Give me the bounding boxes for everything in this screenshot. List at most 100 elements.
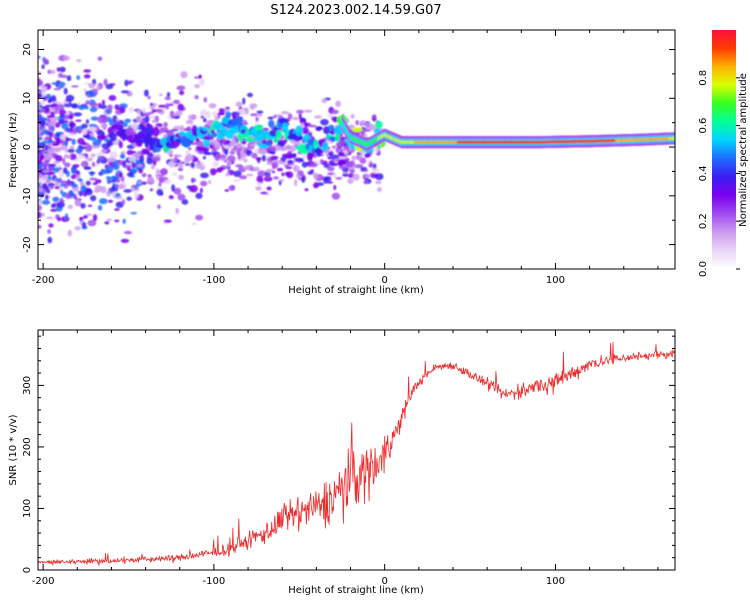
spectrogram-cell [337, 160, 345, 165]
y-tick-label: -10 [22, 188, 33, 204]
spectrogram-cell [66, 127, 71, 133]
spectrogram-cell [179, 125, 184, 132]
spectrogram-cell [46, 216, 54, 220]
spectrogram-cell [123, 230, 133, 235]
spectrogram-cell [210, 168, 217, 176]
spectrogram-cell [89, 102, 98, 108]
spectrogram-cell [151, 119, 157, 124]
spectrogram-cell [168, 195, 174, 200]
spectrogram-cell [108, 95, 117, 101]
spectrogram-cell [231, 138, 237, 145]
spectrogram-cell [38, 199, 44, 206]
spectrogram-cell [151, 109, 157, 113]
spectrogram-cell [347, 178, 354, 184]
spectrogram-cell [152, 126, 160, 137]
spectrogram-cell [146, 157, 153, 165]
spectrogram-cell [97, 102, 102, 109]
spectrogram-cell [45, 160, 50, 167]
spectrogram-cell [152, 103, 157, 107]
colorbar-tick-label: 0.4 [698, 165, 709, 181]
spectrogram-cell [333, 184, 337, 191]
y-tick-label: 0 [22, 144, 33, 150]
spectrogram-cell [74, 199, 82, 206]
spectrogram-cell [115, 201, 124, 208]
spectrogram-cell [119, 172, 123, 178]
x-tick-label: 100 [546, 576, 565, 587]
spectrogram-cell [231, 149, 238, 153]
spectrogram-cell [46, 189, 51, 194]
spectrogram-cell [141, 108, 147, 114]
spectrogram-frame [37, 29, 676, 270]
spectrogram-cell [298, 113, 302, 120]
spectrogram-cell [105, 176, 111, 180]
spectrogram-cell [372, 115, 377, 119]
spectrogram-cell [200, 109, 208, 117]
spectrogram-cell [335, 132, 340, 143]
spectrogram-cell [265, 141, 272, 146]
spectrogram-cell [163, 219, 172, 223]
spectrogram-cell [192, 178, 197, 182]
spectrogram-cell [130, 212, 137, 215]
spectrogram-cell [40, 99, 46, 106]
spectrogram-cell [57, 217, 61, 222]
spectrogram-cell [303, 109, 313, 113]
spectrogram-cell [95, 152, 105, 157]
spectrogram-cell [225, 106, 230, 110]
spectrogram-cell [239, 175, 247, 180]
spectrogram-cell [42, 140, 47, 144]
spectrogram-cell [105, 83, 114, 90]
spectrogram-cell [225, 111, 232, 119]
spectrogram-cell [255, 116, 259, 122]
snr-panel: -200 -100 0 100 0 100 200 300 Height of straigh… [8, 329, 676, 596]
spectrogram-cell [261, 154, 266, 162]
spectrogram-cell [279, 179, 284, 182]
spectrogram-cell [243, 165, 252, 169]
spectrogram-cell [50, 69, 56, 75]
spectrogram-cell [180, 71, 188, 79]
spectrogram-cell [300, 117, 306, 123]
spectrogram-cell [38, 163, 42, 168]
spectrogram-cell [54, 185, 60, 190]
spectrogram-cell [138, 168, 144, 174]
spectrogram-cell [194, 95, 199, 100]
spectrogram-cell [49, 185, 54, 190]
spectrogram-cell [287, 159, 293, 164]
spectrogram-cell [219, 158, 227, 161]
spectrogram-cell [342, 173, 349, 177]
spectrogram-cell [331, 109, 339, 115]
spectrogram-cell [178, 161, 184, 170]
spectrogram-cell [83, 87, 87, 92]
spectrogram-cell [68, 114, 74, 120]
spectrogram-cell [234, 116, 244, 125]
spectrogram-cell [173, 187, 182, 195]
spectrogram-cell [255, 157, 262, 161]
spectrogram-cell [47, 99, 52, 104]
spectrogram-cell [284, 152, 294, 159]
spectrogram-cell [158, 176, 164, 184]
spectrogram-cell [106, 139, 113, 147]
spectrogram-cell [280, 156, 287, 162]
spectrogram-cell [99, 155, 106, 161]
spectrogram-cell [43, 58, 49, 64]
spectrogram-cell [44, 117, 48, 122]
spectrogram-cell [158, 104, 167, 108]
spectrogram-cell [268, 151, 276, 154]
spectrogram-cell [224, 148, 229, 156]
spectrogram-cell [82, 221, 86, 228]
spectrogram-cell [155, 168, 160, 176]
spectrogram-cell [38, 93, 43, 98]
x-tick-label: -100 [203, 576, 226, 587]
spectrogram-cell [278, 118, 289, 124]
spectrogram-cell [249, 143, 254, 147]
spectrogram-cell [50, 203, 56, 208]
spectrogram-cell [63, 87, 68, 95]
spectrogram-cell [97, 134, 106, 141]
spectrogram-cell [77, 155, 86, 159]
spectrogram-cell [168, 161, 176, 169]
spectrogram-cell [304, 188, 309, 192]
spectrogram-cell [75, 171, 80, 174]
spectrogram-cell [255, 186, 262, 191]
spectrogram-cell [50, 95, 57, 102]
spectrogram-cell [212, 161, 219, 168]
spectrogram-cell [273, 114, 277, 119]
